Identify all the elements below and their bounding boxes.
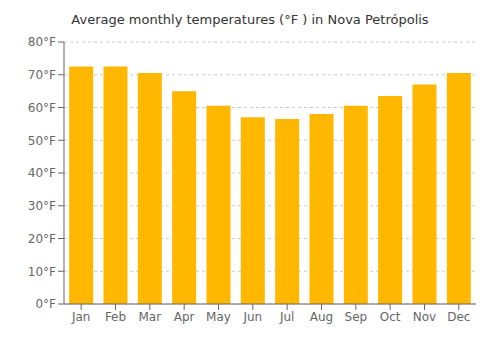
svg-text:May: May — [206, 310, 231, 324]
html-text:Average monthly temperatures (: Average monthly temperatures (°F ) in No… — [71, 12, 429, 27]
svg-text:60°F: 60°F — [28, 101, 56, 115]
svg-text:Feb: Feb — [105, 310, 126, 324]
svg-text:Dec: Dec — [447, 310, 470, 324]
svg-text:Aug: Aug — [310, 310, 333, 324]
svg-text:80°F: 80°F — [28, 35, 56, 49]
svg-text:Oct: Oct — [380, 310, 401, 324]
svg-text:70°F: 70°F — [28, 68, 56, 82]
svg-text:50°F: 50°F — [28, 134, 56, 148]
svg-text:Apr: Apr — [174, 310, 195, 324]
svg-text:40°F: 40°F — [28, 166, 56, 180]
svg-text:30°F: 30°F — [28, 199, 56, 213]
svg-text:Mar: Mar — [139, 310, 162, 324]
svg-text:Nov: Nov — [413, 310, 436, 324]
svg-text:10°F: 10°F — [28, 265, 56, 279]
svg-text:Jan: Jan — [71, 310, 91, 324]
svg-text:Jun: Jun — [242, 310, 262, 324]
svg-text:Jul: Jul — [279, 310, 294, 324]
svg-text:Sep: Sep — [345, 310, 368, 324]
svg-text:20°F: 20°F — [28, 232, 56, 246]
svg-text:0°F: 0°F — [35, 297, 56, 311]
